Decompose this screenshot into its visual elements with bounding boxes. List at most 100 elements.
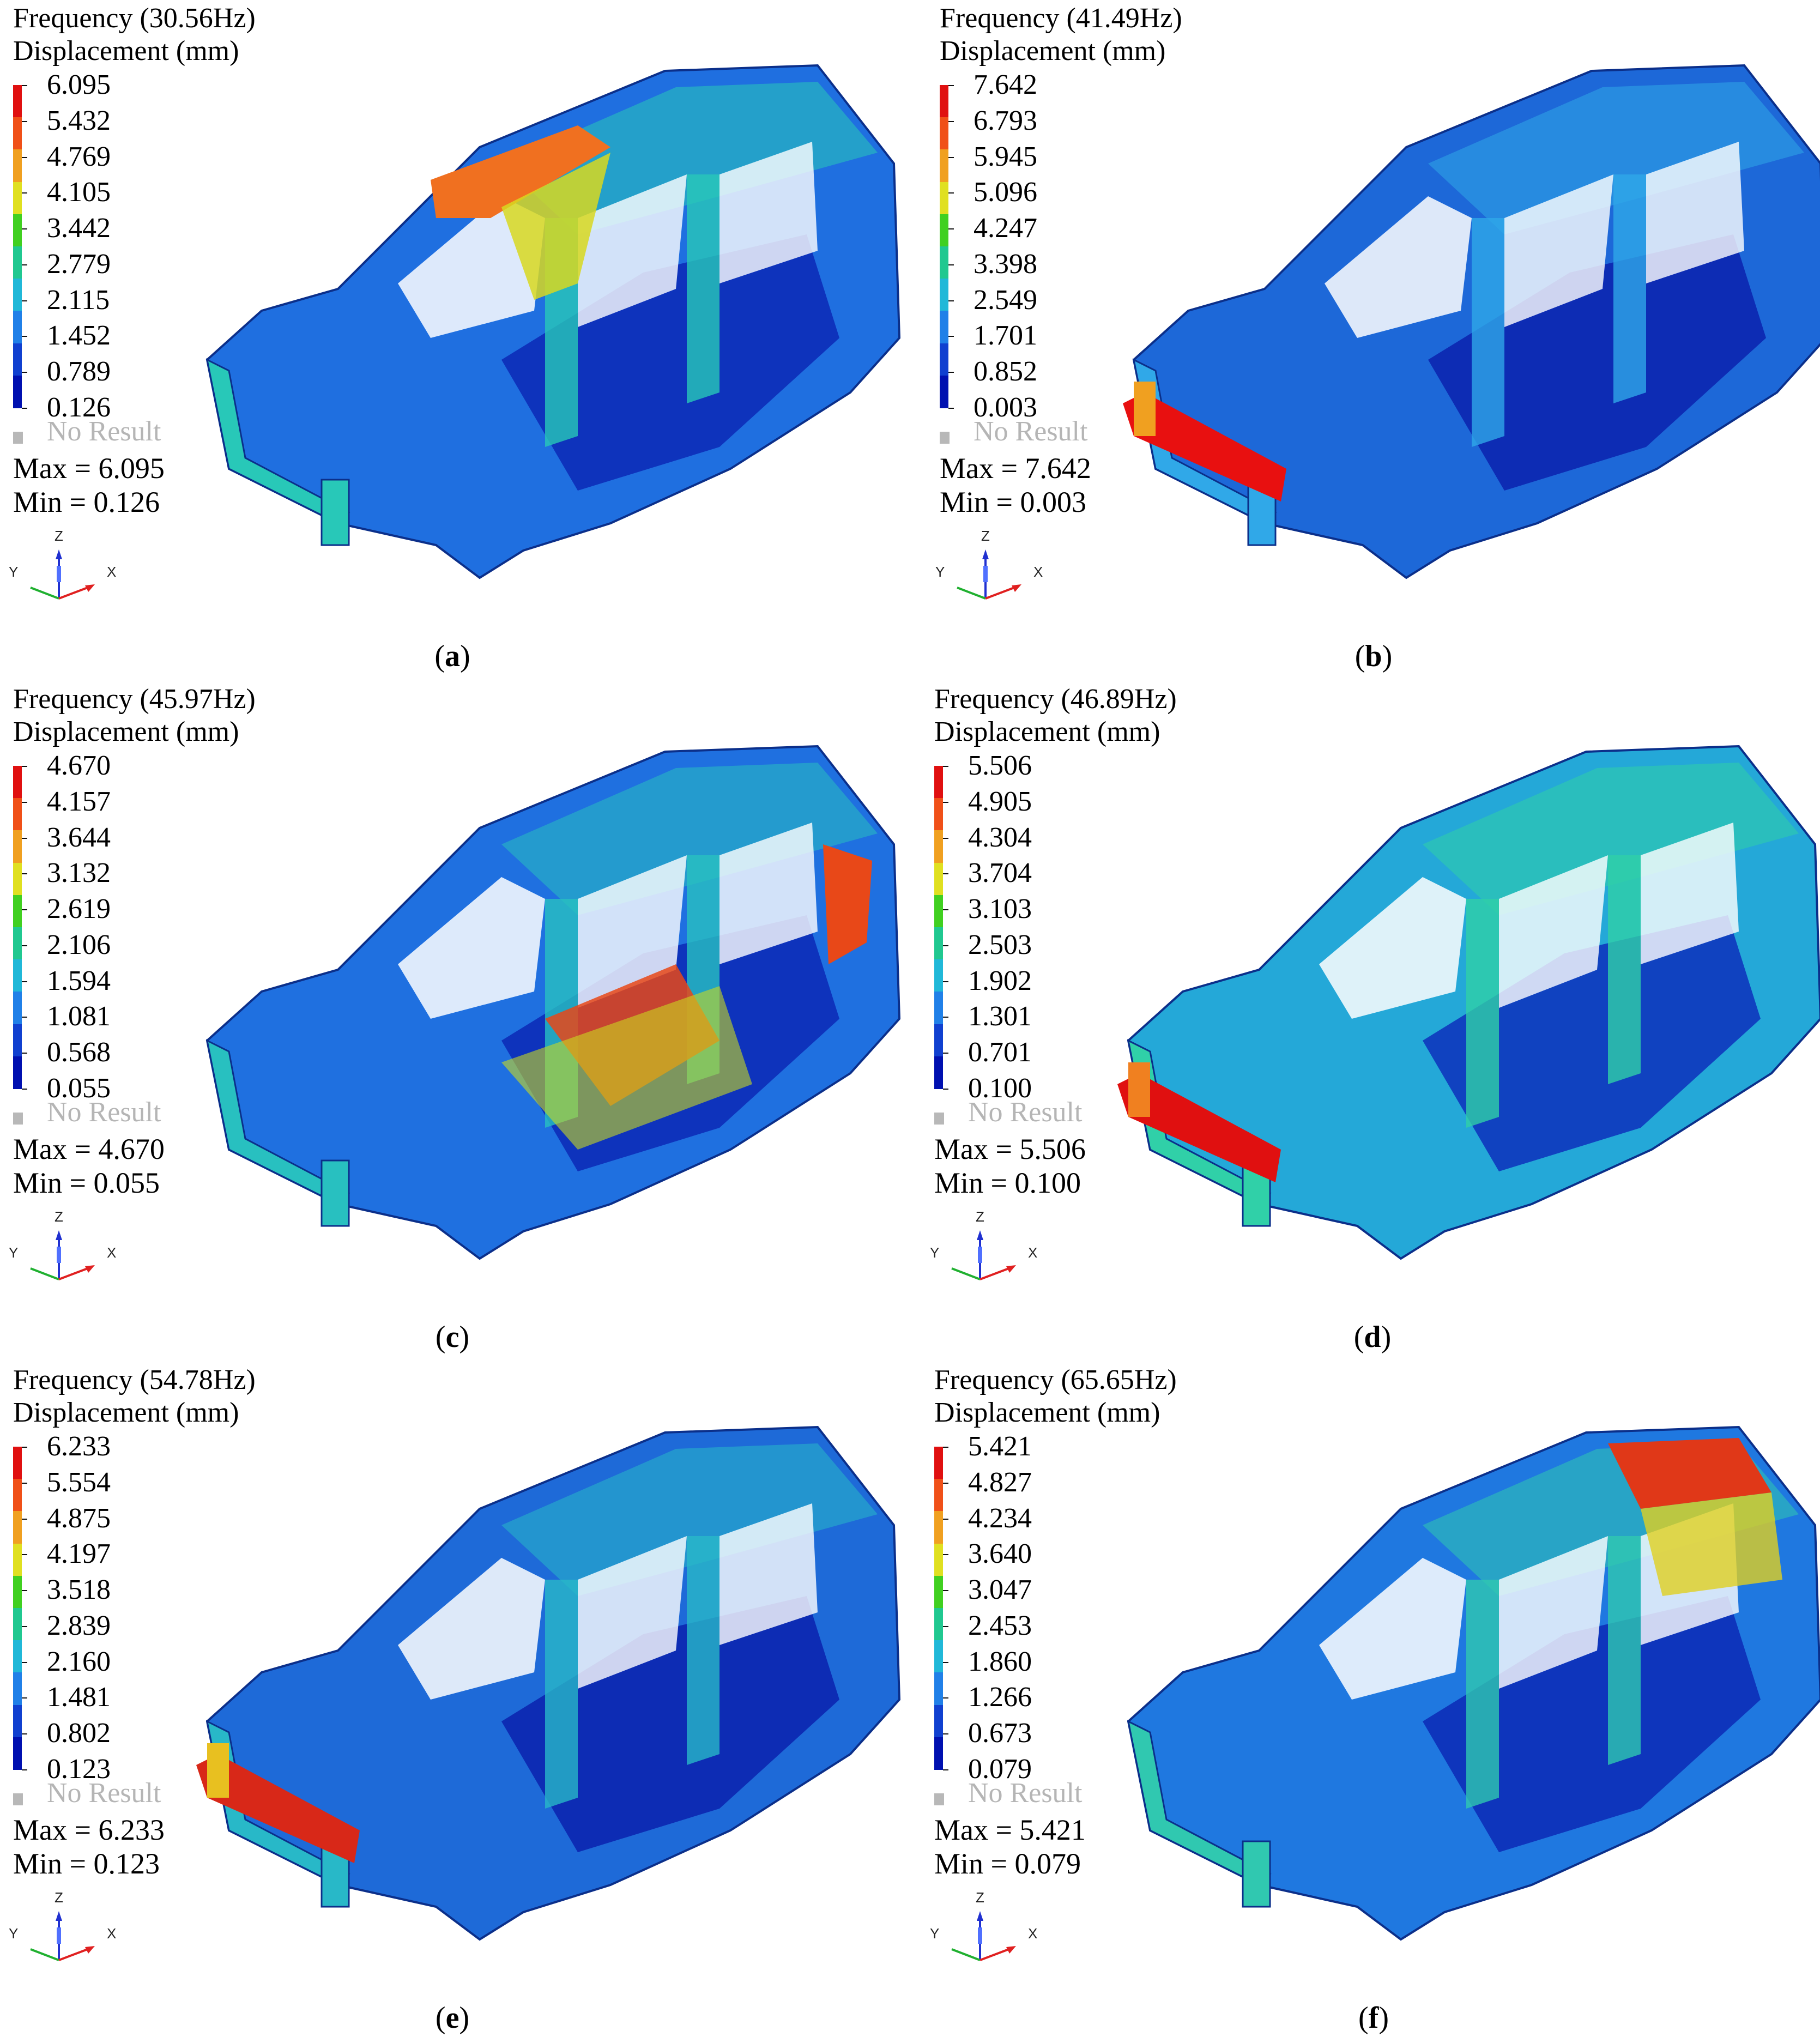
no-result-swatch bbox=[934, 1793, 944, 1805]
legend-tick-label: 2.619 bbox=[47, 893, 111, 925]
caption-letter: b bbox=[1365, 639, 1382, 673]
legend-tick-mark bbox=[22, 909, 27, 911]
color-legend: 5.421 4.827 4.234 3.640 3.047 2.453 1.860 1.266… bbox=[934, 1431, 1098, 1809]
legend-tick-label: 2.453 bbox=[968, 1610, 1032, 1641]
c-pillar bbox=[1608, 855, 1641, 1084]
legend-tick-label: 1.902 bbox=[968, 965, 1032, 996]
roof-panel bbox=[1423, 763, 1799, 915]
legend-tick-label: 4.234 bbox=[968, 1502, 1032, 1534]
legend-tick-mark bbox=[943, 766, 948, 767]
color-bar-segment bbox=[13, 766, 22, 799]
color-bar-segment bbox=[13, 1056, 22, 1089]
displacement-warm-zone bbox=[501, 153, 610, 300]
displacement-rear-hotspot bbox=[823, 844, 872, 964]
c-pillar bbox=[1608, 1536, 1641, 1765]
frequency-label: Frequency (46.89Hz) bbox=[934, 684, 1177, 715]
axis-triad-icon bbox=[951, 1230, 1016, 1280]
color-legend: 7.642 6.793 5.945 5.096 4.247 3.398 2.549 1.701… bbox=[940, 69, 1103, 447]
front-door-opening bbox=[1499, 1536, 1608, 1689]
quantity-label: Displacement (mm) bbox=[940, 35, 1166, 67]
axis-label-y: Y bbox=[9, 1244, 19, 1261]
color-bar-segment bbox=[934, 1575, 943, 1609]
rear-door-opening bbox=[719, 1503, 818, 1645]
legend-tick-mark bbox=[22, 1590, 27, 1592]
no-result-label: No Result bbox=[968, 1097, 1083, 1128]
color-bar-segment bbox=[940, 246, 948, 280]
car-body-mode-shape bbox=[1123, 64, 1820, 579]
legend-tick-mark bbox=[22, 1661, 27, 1663]
legend-tick-mark bbox=[943, 873, 948, 875]
rear-door-opening bbox=[719, 142, 818, 283]
car-floor bbox=[501, 234, 839, 491]
legend-tick-label: 5.432 bbox=[47, 105, 111, 136]
legend-tick-label: 0.100 bbox=[968, 1073, 1032, 1104]
legend-tick-mark bbox=[22, 300, 27, 301]
quantity-label: Displacement (mm) bbox=[13, 1397, 239, 1428]
legend-tick-mark bbox=[22, 945, 27, 946]
color-bar-segment bbox=[13, 1024, 22, 1057]
legend-tick-label: 0.079 bbox=[968, 1754, 1032, 1785]
mode-shape-panel-c: Frequency (45.97Hz) Displacement (mm) 4.… bbox=[0, 681, 910, 1362]
windshield-opening bbox=[1319, 877, 1466, 1019]
axis-label-y: Y bbox=[930, 1244, 940, 1261]
color-bar-segment bbox=[940, 117, 948, 150]
color-bar bbox=[934, 766, 943, 1089]
b-pillar bbox=[1472, 218, 1504, 447]
legend-tick-label: 2.115 bbox=[47, 284, 110, 316]
legend-tick-mark bbox=[22, 873, 27, 875]
color-bar-segment bbox=[13, 117, 22, 150]
legend-tick-mark bbox=[943, 1017, 948, 1018]
color-bar-segment bbox=[13, 927, 22, 960]
legend-tick-label: 1.266 bbox=[968, 1682, 1032, 1713]
color-bar-segment bbox=[13, 1608, 22, 1641]
min-value: Min = 0.079 bbox=[934, 1847, 1081, 1880]
legend-tick-label: 4.875 bbox=[47, 1502, 111, 1534]
b-pillar bbox=[1466, 899, 1499, 1128]
legend-tick-label: 2.106 bbox=[47, 929, 111, 960]
front-rail bbox=[1242, 1840, 1271, 1908]
legend-tick-label: 5.554 bbox=[47, 1466, 111, 1498]
color-bar-segment bbox=[13, 894, 22, 928]
legend-tick-mark bbox=[943, 1625, 948, 1627]
c-pillar bbox=[687, 174, 719, 403]
legend-tick-mark bbox=[943, 1661, 948, 1663]
front-door-opening bbox=[1504, 174, 1613, 327]
legend-tick-label: 2.839 bbox=[47, 1610, 111, 1641]
color-bar-segment bbox=[940, 311, 948, 344]
color-bar-segment bbox=[13, 992, 22, 1025]
axis-triad-icon bbox=[30, 1911, 95, 1961]
legend-tick-label: 4.670 bbox=[47, 750, 111, 781]
min-value: Min = 0.100 bbox=[934, 1166, 1081, 1199]
color-bar-segment bbox=[940, 214, 948, 247]
front-rail bbox=[321, 479, 350, 546]
quantity-label: Displacement (mm) bbox=[13, 716, 239, 747]
legend-tick-label: 1.452 bbox=[47, 320, 111, 352]
mode-shape-panel-f: Frequency (65.65Hz) Displacement (mm) 5.… bbox=[921, 1362, 1820, 2042]
color-bar-segment bbox=[13, 246, 22, 280]
legend-tick-mark bbox=[22, 336, 27, 337]
no-result-legend-entry: No Result bbox=[13, 1777, 198, 1811]
max-value: Max = 6.095 bbox=[13, 452, 165, 485]
color-bar-segment bbox=[934, 894, 943, 928]
color-bar-segment bbox=[13, 1543, 22, 1576]
legend-tick-label: 1.481 bbox=[47, 1682, 111, 1713]
car-floor bbox=[1428, 234, 1766, 491]
legend-tick-mark bbox=[22, 228, 27, 230]
displacement-warm-zone bbox=[1641, 1492, 1782, 1596]
quantity-label: Displacement (mm) bbox=[934, 1397, 1160, 1428]
color-bar-segment bbox=[13, 959, 22, 993]
windshield-opening bbox=[1325, 196, 1472, 338]
legend-tick-label: 3.103 bbox=[968, 893, 1032, 925]
color-bar-segment bbox=[934, 862, 943, 896]
legend-tick-label: 4.905 bbox=[968, 785, 1032, 817]
subfigure-caption: (a) bbox=[434, 639, 470, 673]
legend-tick-mark bbox=[22, 408, 27, 409]
color-bar-segment bbox=[934, 1511, 943, 1544]
axis-triad-icon bbox=[30, 1230, 95, 1280]
no-result-label: No Result bbox=[47, 416, 161, 447]
min-value: Min = 0.003 bbox=[940, 486, 1086, 518]
color-legend: 5.506 4.905 4.304 3.704 3.103 2.503 1.902 1.301… bbox=[934, 750, 1098, 1128]
frequency-label: Frequency (41.49Hz) bbox=[940, 3, 1182, 34]
legend-tick-mark bbox=[22, 1482, 27, 1484]
no-result-legend-entry: No Result bbox=[940, 415, 1125, 449]
